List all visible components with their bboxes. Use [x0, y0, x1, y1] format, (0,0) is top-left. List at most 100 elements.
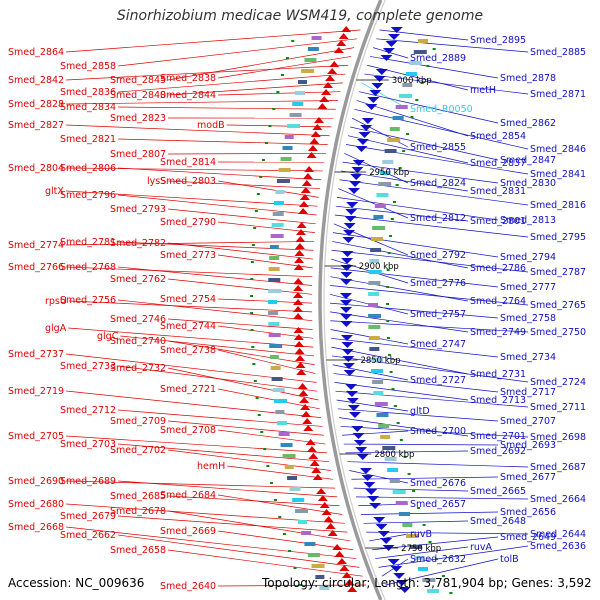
- right-connector: [330, 267, 499, 288]
- feature-block-inner: [370, 358, 384, 362]
- right-connector: [335, 205, 469, 222]
- left-gene-label: glgA: [45, 323, 67, 334]
- feature-block-inner: [371, 369, 384, 373]
- right-gene-label: Smed_2747: [410, 339, 466, 350]
- right-gene-label: Smed_2717: [500, 387, 556, 398]
- reverse-gene-arrow: [369, 90, 382, 96]
- left-gene-label: modB: [197, 120, 225, 131]
- left-connector: [118, 38, 358, 67]
- right-gene-label: Smed_2657: [410, 499, 466, 510]
- left-gene-label: Smed_2737: [8, 349, 64, 360]
- left-gene-label: Smed_2842: [8, 75, 64, 86]
- forward-gene-arrow: [325, 523, 336, 529]
- feature-block-outer: [280, 443, 293, 447]
- reverse-gene-arrow: [345, 391, 358, 397]
- forward-gene-arrow: [299, 397, 310, 403]
- right-connector: [347, 461, 529, 468]
- right-connector: [330, 337, 499, 358]
- right-gene-label: Smed_2787: [530, 267, 586, 278]
- feature-block-inner: [369, 259, 380, 263]
- left-gene-label: Smed_2803: [160, 176, 216, 187]
- left-connector: [118, 266, 313, 286]
- left-gene-label: Smed_2823: [110, 113, 166, 124]
- right-gene-label: Smed_2765: [530, 300, 586, 311]
- right-gene-label: Smed_2731: [470, 369, 526, 380]
- left-gene-label: Smed_2790: [160, 217, 216, 228]
- right-connector: [353, 487, 469, 492]
- genome-backbone: [318, 0, 386, 600]
- left-gene-label: gltX: [45, 186, 64, 197]
- right-connector: [360, 511, 499, 515]
- gc-marker-inner: [402, 150, 406, 152]
- feature-block-inner: [398, 512, 410, 516]
- reverse-gene-arrow: [388, 34, 401, 40]
- reverse-gene-arrow: [367, 97, 380, 103]
- right-gene-label: Smed_2862: [500, 118, 556, 129]
- reverse-gene-arrow: [342, 237, 355, 243]
- feature-block-inner: [392, 116, 404, 120]
- feature-block-outer: [268, 267, 280, 271]
- forward-gene-arrow: [312, 124, 323, 130]
- gc-marker-outer: [256, 193, 260, 195]
- feature-block-outer: [268, 300, 277, 304]
- right-gene-label: Smed_2693: [500, 440, 556, 451]
- gc-marker-outer: [253, 227, 257, 229]
- gc-marker-outer: [276, 91, 280, 93]
- forward-gene-arrow: [327, 68, 338, 74]
- reverse-gene-arrow: [343, 223, 356, 229]
- forward-gene-arrow: [294, 250, 305, 256]
- left-gene-label: Smed_2806: [60, 163, 116, 174]
- forward-gene-arrow: [336, 40, 347, 46]
- reverse-gene-arrow: [373, 517, 386, 523]
- left-gene-label: Smed_2679: [60, 511, 116, 522]
- right-connector: [351, 117, 409, 148]
- left-gene-label: Smed_2684: [160, 490, 216, 501]
- feature-block-outer: [273, 201, 284, 205]
- gc-marker-inner: [393, 405, 397, 407]
- right-connector: [332, 355, 529, 383]
- left-connector: [118, 480, 338, 498]
- left-connector: [218, 349, 316, 374]
- feature-block-outer: [289, 487, 301, 491]
- genome-summary: Topology: circular; Length: 3,781,904 bp…: [262, 576, 592, 590]
- right-gene-label: Smed_2786: [470, 263, 526, 274]
- forward-gene-arrow: [295, 236, 306, 242]
- right-gene-label: Smed_2889: [410, 53, 466, 64]
- feature-block-inner: [422, 578, 436, 582]
- right-connector: [369, 533, 409, 542]
- right-connector: [344, 153, 409, 184]
- forward-gene-arrow: [319, 96, 330, 102]
- feature-block-inner: [409, 61, 422, 65]
- reverse-gene-arrow: [355, 447, 368, 453]
- forward-gene-arrow: [305, 439, 316, 445]
- right-connector: [342, 430, 409, 436]
- reverse-gene-arrow: [356, 454, 369, 460]
- right-connector: [332, 241, 469, 269]
- right-gene-label: Smed_2734: [500, 352, 556, 363]
- reverse-gene-arrow: [345, 209, 358, 215]
- forward-gene-arrow: [293, 306, 304, 312]
- left-connector: [226, 124, 332, 128]
- feature-block-inner: [368, 314, 382, 318]
- left-connector: [66, 480, 336, 489]
- gc-marker-inner: [407, 473, 411, 475]
- left-gene-label: Smed_2685: [110, 491, 166, 502]
- forward-gene-arrow: [325, 75, 336, 81]
- left-connector: [118, 106, 336, 110]
- right-gene-label: Smed_2871: [530, 89, 586, 100]
- left-gene-label: Smed_2689: [60, 476, 116, 487]
- feature-block-inner: [395, 501, 408, 505]
- right-connector: [334, 214, 529, 238]
- feature-block-inner: [368, 325, 381, 329]
- right-gene-label: Smed_2895: [470, 35, 526, 46]
- gc-marker-inner: [387, 252, 391, 254]
- forward-gene-arrow: [334, 551, 345, 557]
- left-connector: [218, 56, 352, 79]
- left-gene-label: lysS: [147, 176, 166, 187]
- left-gene-label: Smed_2844: [160, 90, 216, 101]
- right-gene-label: Smed_2878: [500, 73, 556, 84]
- feature-block-inner: [384, 149, 397, 153]
- feature-block-inner: [427, 589, 440, 593]
- right-connector: [355, 496, 529, 500]
- feature-block-outer: [276, 179, 290, 183]
